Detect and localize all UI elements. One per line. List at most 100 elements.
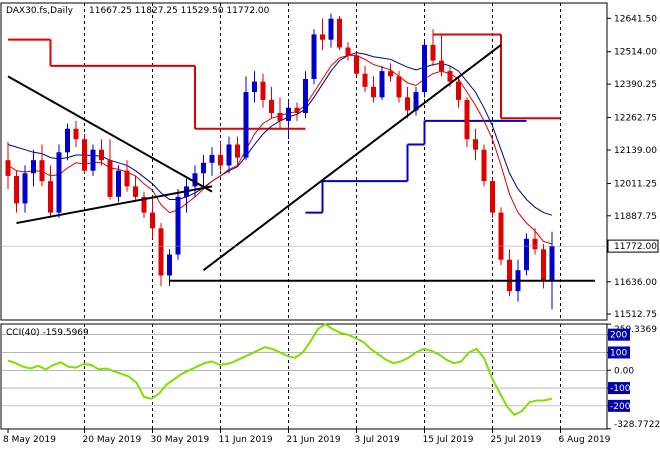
date-tick-label: 3 Jul 2019 (355, 435, 400, 445)
candle (252, 71, 257, 103)
ohlc-readout: 11667.25 11827.25 11529.50 11772.00 (89, 6, 270, 16)
trendline (16, 185, 213, 225)
candle-body (549, 246, 555, 281)
candle-body (473, 139, 478, 150)
current-price-label: 11772.00 (614, 242, 657, 252)
candle-body (22, 173, 28, 204)
candle (498, 207, 504, 265)
candle-body (532, 238, 538, 250)
candle (354, 52, 359, 77)
candle (14, 170, 19, 213)
candle-body (405, 97, 410, 111)
candle (124, 160, 130, 192)
candle (56, 144, 62, 218)
price-tick-label: 12641.50 (614, 14, 657, 24)
date-tick-label: 6 Aug 2019 (559, 435, 611, 445)
candle (549, 231, 555, 310)
candle-body (175, 196, 181, 255)
cci-tick-label: 259.3369 (614, 325, 657, 335)
candle-body (48, 181, 53, 213)
candle (413, 86, 419, 116)
candle (31, 149, 36, 187)
candle-body (73, 128, 79, 140)
candle-body (252, 81, 257, 93)
candle (39, 144, 45, 187)
candle (90, 144, 96, 176)
candle (456, 76, 461, 108)
date-axis: 8 May 2019 20 May 2019 30 May 2019 11 Jun 2… (3, 429, 611, 445)
date-tick-label: 8 May 2019 (3, 435, 56, 445)
candle-body (498, 212, 504, 260)
candle-body (99, 149, 104, 161)
candle (158, 223, 164, 286)
candle-body (388, 71, 393, 77)
candle (82, 133, 87, 174)
candle (269, 86, 274, 119)
symbol-label: DAX30.fs,Daily (6, 6, 74, 16)
candle (73, 120, 79, 148)
candle (473, 128, 478, 161)
candle-body (243, 92, 249, 158)
candle-body (311, 34, 317, 79)
candle-body (82, 139, 87, 171)
current-price-tag (607, 239, 659, 253)
candle-body (31, 160, 36, 174)
candle-body (286, 107, 291, 121)
candle (5, 141, 11, 190)
candle-body (226, 144, 232, 166)
candle (201, 154, 206, 187)
candle (464, 97, 470, 148)
price-tick-label: 11512.75 (614, 310, 657, 320)
candle-body (167, 254, 172, 276)
price-tick-label: 12139.00 (614, 146, 657, 156)
candle-body (320, 34, 325, 40)
candle (226, 136, 232, 174)
candle-body (422, 44, 427, 93)
candle (218, 141, 223, 171)
cci-line (7, 322, 553, 417)
candle (22, 165, 28, 213)
candle (532, 228, 538, 255)
trendline (7, 75, 213, 193)
candle-body (524, 238, 529, 271)
candle-body (39, 160, 45, 182)
cci-tick-badge (608, 328, 630, 341)
candle-body (430, 44, 436, 61)
candle-body (269, 99, 274, 114)
candle-body (337, 18, 342, 48)
support-line (305, 119, 527, 214)
cci-tick-badge (608, 346, 630, 359)
candle (107, 139, 113, 200)
candle-body (490, 181, 495, 213)
candle (430, 29, 436, 66)
candle (99, 139, 104, 166)
candle (175, 189, 181, 260)
candle-body (150, 212, 155, 229)
cci-panel (0, 323, 608, 430)
candle-body (107, 160, 113, 197)
price-tick-label: 12514.00 (614, 48, 657, 58)
candle (388, 63, 393, 82)
candle-body (456, 81, 461, 100)
candle-body (158, 228, 164, 276)
candle-body (209, 154, 215, 163)
candle (277, 97, 283, 129)
candle (243, 76, 249, 161)
candle (396, 71, 402, 103)
candle (337, 16, 342, 51)
candle (422, 39, 427, 98)
trendlines (7, 44, 595, 282)
price-tick-label: 12011.25 (614, 179, 657, 189)
candle (524, 233, 529, 276)
candle-body (507, 259, 512, 292)
candle (490, 178, 495, 218)
candle-body (447, 71, 453, 82)
candle (311, 29, 317, 85)
candle (405, 86, 410, 119)
candle-body (14, 175, 19, 204)
candle (507, 249, 512, 297)
cci-label: CCI(40) -159.5969 (6, 328, 89, 338)
candle (362, 65, 368, 93)
cci-tick-badge (608, 399, 630, 412)
candle-body (396, 76, 402, 98)
